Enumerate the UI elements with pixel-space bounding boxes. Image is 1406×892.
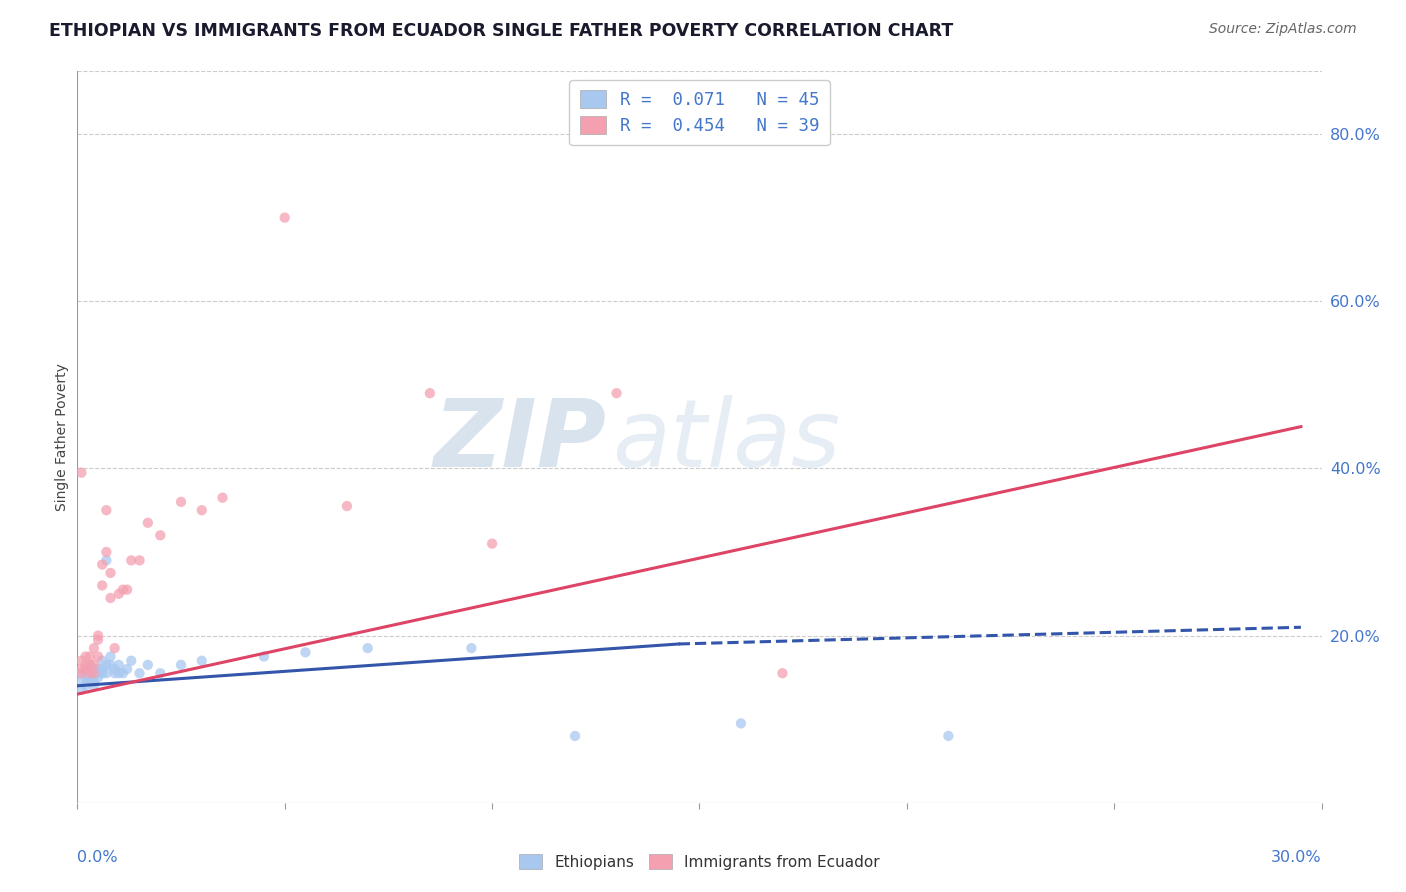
Point (91, 662, 114, 676)
Point (96, 553, 118, 567)
Point (170, 495, 193, 509)
Point (100, 591, 122, 605)
Text: atlas: atlas (613, 395, 841, 486)
Point (108, 657, 131, 672)
Point (83, 679, 105, 693)
Point (75, 666, 97, 681)
Point (70, 674, 93, 689)
Point (191, 654, 214, 668)
Point (91, 578, 114, 592)
Point (120, 553, 142, 567)
Point (191, 503, 214, 517)
Point (336, 499, 359, 513)
Point (100, 657, 122, 672)
Point (75, 662, 97, 676)
Point (83, 662, 105, 676)
Point (108, 666, 131, 681)
Point (136, 516, 159, 530)
Point (104, 641, 127, 656)
Point (87, 632, 110, 647)
Point (149, 528, 172, 542)
Point (83, 674, 105, 689)
Point (83, 657, 105, 672)
Point (253, 649, 276, 664)
Point (87, 662, 110, 676)
Point (75, 670, 97, 684)
Point (79, 666, 101, 681)
Point (75, 649, 97, 664)
Text: 30.0%: 30.0% (1271, 850, 1322, 865)
Point (79, 649, 101, 664)
Point (87, 670, 110, 684)
Point (419, 386, 441, 401)
Text: ETHIOPIAN VS IMMIGRANTS FROM ECUADOR SINGLE FATHER POVERTY CORRELATION CHART: ETHIOPIAN VS IMMIGRANTS FROM ECUADOR SIN… (49, 22, 953, 40)
Point (294, 645, 316, 659)
Y-axis label: Single Father Poverty: Single Father Poverty (55, 363, 69, 511)
Point (564, 729, 586, 743)
Point (91, 558, 114, 572)
Point (83, 641, 105, 656)
Point (120, 654, 142, 668)
Point (170, 657, 193, 672)
Point (104, 662, 127, 676)
Point (100, 566, 122, 580)
Point (91, 654, 114, 668)
Point (87, 649, 110, 664)
Point (128, 553, 150, 567)
Point (79, 666, 101, 681)
Point (100, 649, 122, 664)
Point (96, 657, 118, 672)
Point (104, 666, 127, 681)
Text: Source: ZipAtlas.com: Source: ZipAtlas.com (1209, 22, 1357, 37)
Point (75, 657, 97, 672)
Point (136, 657, 159, 672)
Point (211, 491, 233, 505)
Point (70, 666, 93, 681)
Point (75, 662, 97, 676)
Point (75, 679, 97, 693)
Point (70, 682, 93, 697)
Point (70, 666, 93, 681)
Point (460, 641, 482, 656)
Point (274, 211, 297, 225)
Point (730, 716, 752, 731)
Point (481, 536, 503, 550)
Point (115, 582, 138, 597)
Point (357, 641, 380, 656)
Point (128, 666, 150, 681)
Point (91, 666, 114, 681)
Text: 0.0%: 0.0% (77, 850, 118, 865)
Point (115, 662, 138, 676)
Point (79, 670, 101, 684)
Point (108, 587, 131, 601)
Point (96, 666, 118, 681)
Point (70, 466, 93, 480)
Point (111, 666, 134, 681)
Text: ZIP: ZIP (433, 395, 606, 487)
Point (111, 582, 134, 597)
Point (83, 666, 105, 681)
Point (79, 657, 101, 672)
Point (149, 666, 172, 681)
Point (87, 666, 110, 681)
Point (70, 662, 93, 676)
Point (70, 654, 93, 668)
Legend: Ethiopians, Immigrants from Ecuador: Ethiopians, Immigrants from Ecuador (513, 847, 886, 876)
Point (606, 386, 628, 401)
Point (96, 545, 118, 559)
Point (938, 729, 960, 743)
Point (79, 674, 101, 689)
Point (79, 657, 101, 672)
Point (96, 503, 118, 517)
Point (83, 666, 105, 681)
Point (772, 666, 794, 681)
Point (87, 629, 110, 643)
